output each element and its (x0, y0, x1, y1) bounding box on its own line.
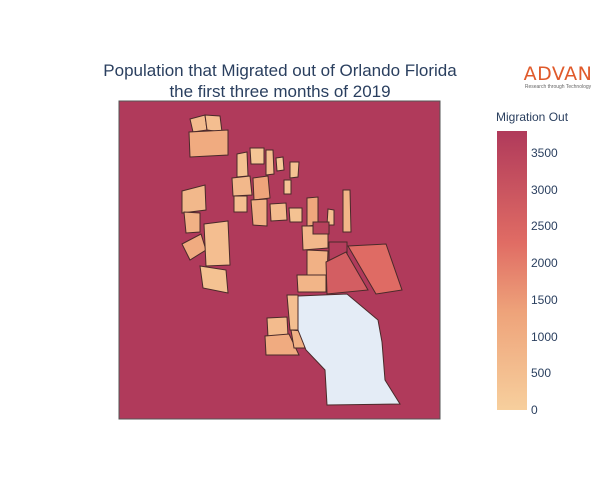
region-south-1[interactable] (296, 274, 327, 293)
region-north-3[interactable] (265, 149, 275, 176)
region-center-3[interactable] (283, 179, 292, 195)
region-nw-b[interactable] (204, 114, 223, 133)
region-west-5[interactable] (199, 265, 229, 294)
colorbar-tick-label: 1500 (531, 292, 558, 307)
colorbar (497, 131, 527, 410)
colorbar-tick-label: 0 (531, 403, 538, 417)
colorbar-gradient (497, 131, 527, 410)
colorbar-tick-label: 2500 (531, 219, 558, 234)
colorbar-tick-label: 3500 (531, 146, 558, 161)
region-west-4[interactable] (203, 220, 231, 267)
region-center-4[interactable] (233, 195, 248, 213)
colorbar-title: Migration Out (496, 110, 569, 124)
map-regions (118, 100, 441, 420)
region-center-2[interactable] (252, 175, 271, 201)
advan-logo: ADVAN Research through Technology (520, 64, 596, 91)
region-center-1[interactable] (231, 175, 253, 197)
region-west-2[interactable] (183, 211, 201, 234)
region-west-1[interactable] (181, 184, 207, 214)
region-center-10[interactable] (342, 189, 352, 233)
region-north-5[interactable] (289, 161, 300, 179)
region-east-5[interactable] (325, 251, 369, 295)
logo-tagline: Research through Technology (524, 84, 592, 90)
region-north-4[interactable] (275, 156, 285, 172)
region-south-large[interactable] (297, 293, 401, 406)
region-east-3[interactable] (312, 221, 330, 235)
chart-title-line-1: Population that Migrated out of Orlando … (103, 61, 457, 80)
region-east-6[interactable] (347, 243, 403, 295)
colorbar-tick-label: 2000 (531, 256, 558, 271)
logo-wordmark: ADVAN (523, 63, 593, 85)
region-east-2[interactable] (306, 249, 329, 277)
colorbar-tick-label: 1000 (531, 329, 558, 344)
region-center-5[interactable] (250, 198, 268, 227)
region-north-2[interactable] (249, 147, 265, 165)
region-north-1[interactable] (236, 151, 249, 178)
region-center-7[interactable] (288, 207, 303, 223)
region-south-5[interactable] (264, 333, 300, 356)
colorbar-tick-label: 3000 (531, 182, 558, 197)
region-nw-c[interactable] (188, 129, 229, 158)
region-center-9[interactable] (326, 208, 335, 226)
chart-title-line-2: the first three months of 2019 (169, 82, 391, 101)
region-center-6[interactable] (269, 202, 288, 222)
colorbar-tick-label: 500 (531, 366, 552, 381)
chart-title: Population that Migrated out of Orlando … (40, 60, 520, 102)
